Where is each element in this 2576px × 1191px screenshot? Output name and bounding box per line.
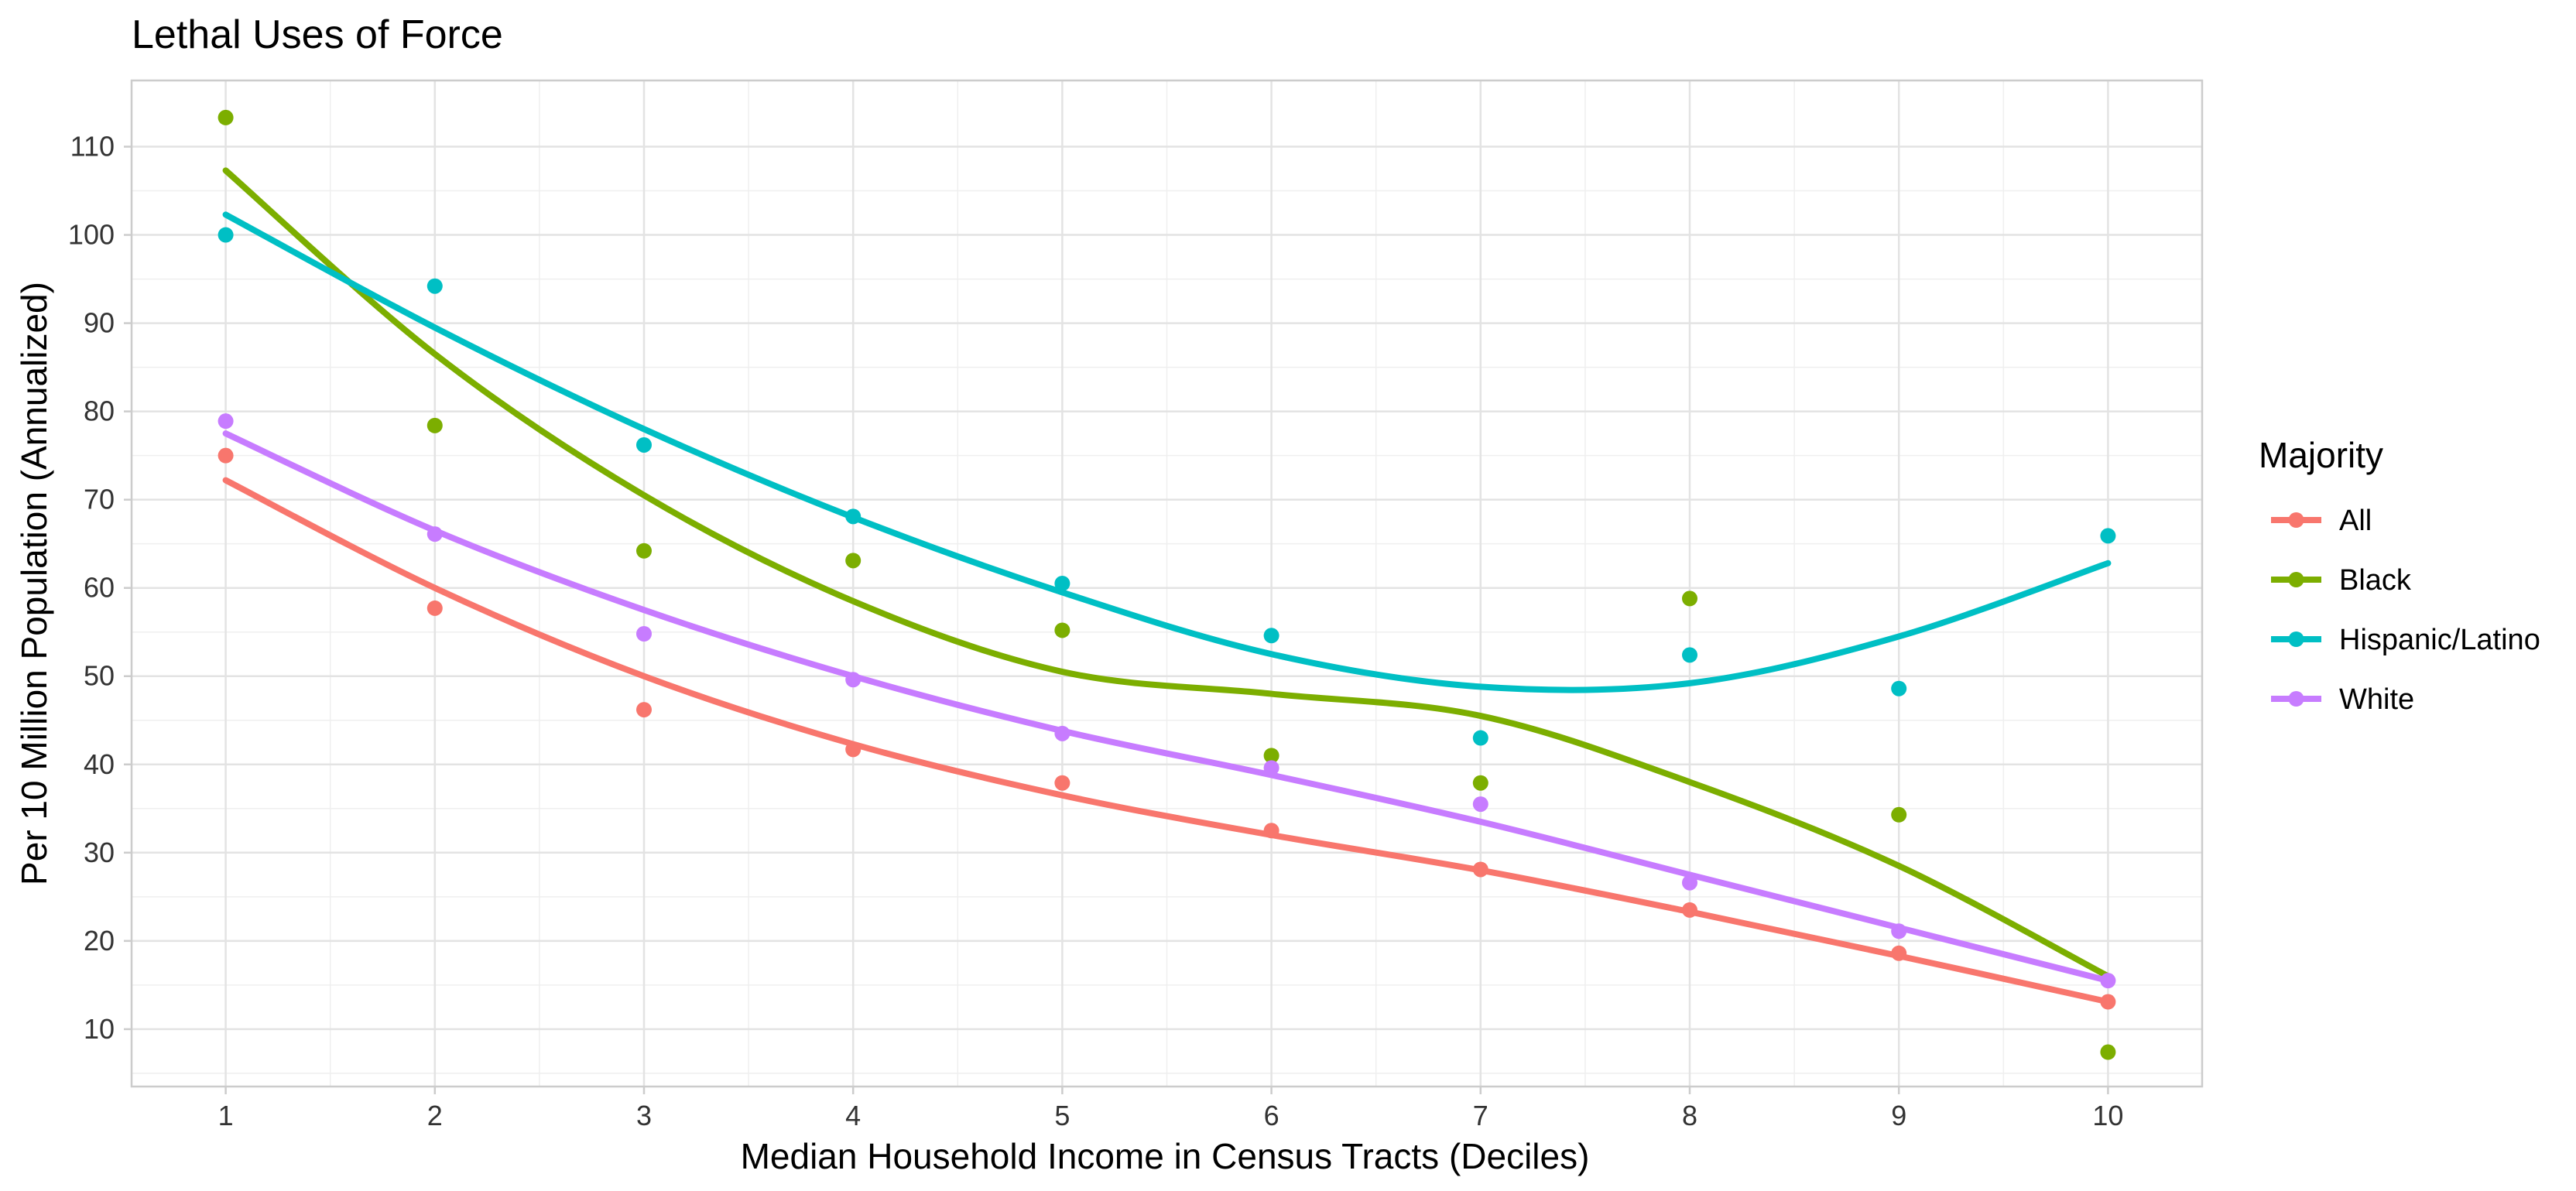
data-point-black	[635, 542, 652, 559]
trend-line-hispanic-latino	[222, 211, 2112, 693]
data-point-hispanic-latino	[635, 436, 652, 453]
data-point-white	[1891, 923, 1907, 939]
x-tick-label: 1	[218, 1100, 234, 1131]
legend: Majority All Black Hispanic/Latino White	[2259, 435, 2540, 716]
x-tick-label: 7	[1473, 1100, 1488, 1131]
y-tick-label: 70	[84, 484, 115, 515]
legend-label-all: All	[2339, 505, 2372, 537]
legend-title: Majority	[2259, 435, 2383, 475]
data-point-white	[426, 526, 443, 542]
data-point-black	[845, 553, 862, 569]
x-tick-label: 10	[2092, 1100, 2123, 1131]
x-axis-ticks: 1 2 3 4 5 6 7 8 9 10	[218, 1087, 2123, 1131]
data-point-hispanic-latino	[1263, 628, 1279, 644]
trend-line-all	[222, 477, 2112, 1005]
data-point-all	[426, 600, 443, 616]
x-tick-label: 2	[427, 1100, 443, 1131]
data-point-black	[1682, 590, 1698, 607]
x-tick-label: 3	[636, 1100, 652, 1131]
data-point-white	[1054, 725, 1070, 741]
data-point-white	[218, 413, 234, 430]
legend-label-black: Black	[2339, 564, 2412, 597]
trend-line-black	[222, 167, 2112, 980]
data-point-hispanic-latino	[1891, 680, 1907, 696]
legend-key-point-white	[2288, 691, 2304, 707]
y-tick-label: 90	[84, 307, 115, 339]
y-tick-label: 10	[84, 1013, 115, 1045]
data-point-hispanic-latino	[1682, 647, 1698, 663]
data-point-white	[1472, 796, 1488, 813]
data-point-all	[1263, 823, 1279, 839]
x-tick-label: 9	[1891, 1100, 1906, 1131]
legend-label-hispanic-latino: Hispanic/Latino	[2339, 624, 2540, 656]
data-point-white	[2100, 973, 2116, 989]
x-tick-label: 6	[1264, 1100, 1279, 1131]
y-tick-label: 80	[84, 395, 115, 427]
y-axis-title: Per 10 Million Population (Annualized)	[14, 282, 54, 885]
data-point-black	[1472, 775, 1488, 791]
legend-key-point-black	[2288, 572, 2304, 587]
x-tick-label: 5	[1054, 1100, 1070, 1131]
data-point-all	[1891, 945, 1907, 961]
y-tick-label: 60	[84, 572, 115, 604]
data-point-black	[218, 109, 234, 125]
legend-label-white: White	[2339, 683, 2414, 716]
data-points	[218, 109, 2116, 1060]
data-point-all	[1054, 775, 1070, 791]
data-point-black	[2100, 1044, 2116, 1060]
data-point-hispanic-latino	[1054, 576, 1070, 591]
y-tick-label: 20	[84, 925, 115, 957]
y-tick-label: 30	[84, 837, 115, 868]
minor-gridlines	[132, 80, 2202, 1087]
y-tick-label: 40	[84, 748, 115, 780]
data-point-hispanic-latino	[2100, 528, 2116, 544]
data-point-all	[1682, 902, 1698, 918]
data-point-all	[1472, 861, 1488, 878]
panel-border	[130, 79, 2204, 1088]
trend-line-white	[222, 430, 2112, 984]
data-point-all	[218, 447, 234, 464]
y-axis-ticks: 10 20 30 40 50 60 70 80 90 100 110	[68, 131, 132, 1045]
data-point-white	[1263, 760, 1279, 776]
y-tick-label: 110	[70, 131, 115, 163]
data-point-all	[2100, 994, 2116, 1010]
data-point-hispanic-latino	[218, 227, 234, 243]
data-point-white	[845, 672, 862, 688]
data-point-white	[635, 626, 652, 642]
data-point-black	[1054, 622, 1070, 638]
data-point-hispanic-latino	[1472, 730, 1488, 746]
x-tick-label: 4	[845, 1100, 861, 1131]
y-tick-label: 100	[68, 219, 115, 251]
legend-key-point-hispanic-latino	[2288, 631, 2304, 647]
data-point-black	[1891, 806, 1907, 823]
data-point-all	[635, 702, 652, 718]
x-tick-label: 8	[1682, 1100, 1697, 1131]
data-point-black	[1263, 748, 1279, 764]
data-point-all	[845, 741, 862, 758]
data-point-black	[426, 417, 443, 433]
chart-title: Lethal Uses of Force	[132, 12, 503, 57]
legend-key-point-all	[2288, 512, 2304, 528]
data-point-white	[1682, 874, 1698, 891]
trend-lines	[222, 167, 2112, 1005]
y-tick-label: 50	[84, 660, 115, 692]
x-axis-title: Median Household Income in Census Tracts…	[741, 1136, 1590, 1176]
data-point-hispanic-latino	[426, 278, 443, 294]
data-point-hispanic-latino	[845, 508, 862, 525]
